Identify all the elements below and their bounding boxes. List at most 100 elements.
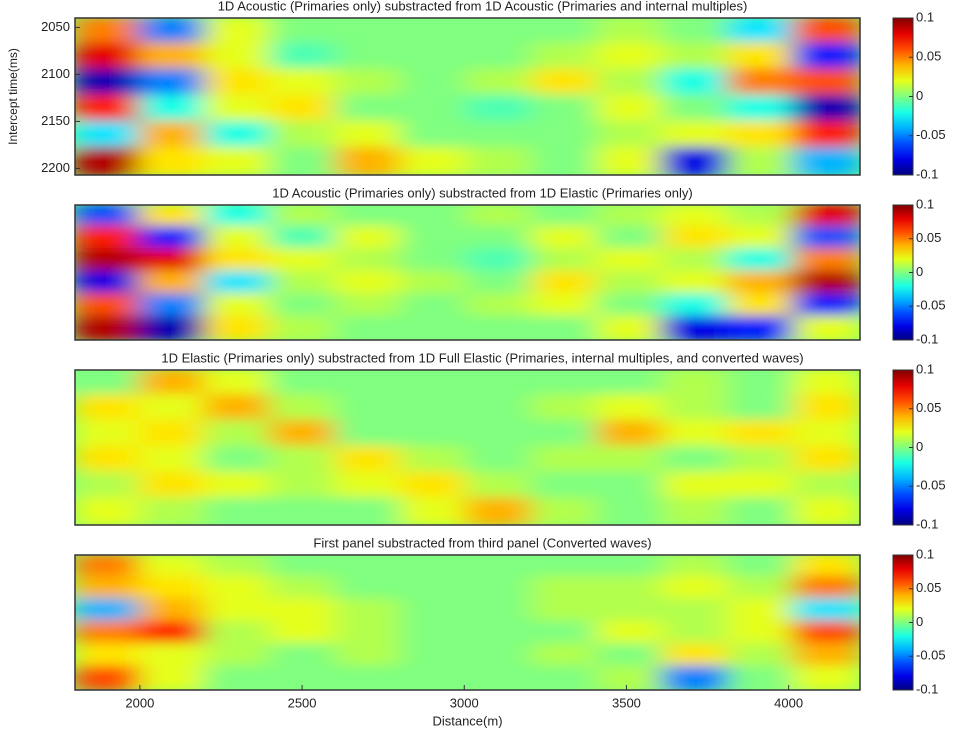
heatmap-cell xyxy=(727,315,797,340)
heatmap-cell xyxy=(269,248,339,275)
heatmap-cell xyxy=(203,370,274,398)
heatmap-cell xyxy=(334,643,405,670)
heatmap-cell xyxy=(400,393,470,424)
heatmap-cell xyxy=(138,370,208,398)
colorbar-tick-label: -0.05 xyxy=(916,127,946,142)
y-tick-label: 2200 xyxy=(41,160,70,175)
heatmap-cell xyxy=(727,393,797,424)
heatmap-cell xyxy=(203,497,274,525)
heatmap-cell xyxy=(792,94,860,125)
colorbar-tick-label: -0.05 xyxy=(916,648,946,663)
heatmap-cell xyxy=(596,445,666,476)
heatmap-cell xyxy=(75,146,143,175)
heatmap-cell xyxy=(530,665,601,690)
x-axis-label: Distance(m) xyxy=(432,713,502,728)
heatmap-cell xyxy=(269,225,339,252)
heatmap-cell xyxy=(596,643,666,670)
heatmap-cell xyxy=(75,293,143,320)
plot-frame xyxy=(74,204,861,341)
heatmap-cell xyxy=(400,248,470,275)
colorbar-tick-label: -0.1 xyxy=(916,681,938,696)
heatmap-cell xyxy=(75,270,143,297)
heatmap-cell xyxy=(792,419,860,450)
heatmap-cell xyxy=(792,393,860,424)
heatmap-cell xyxy=(596,18,666,47)
heatmap-cell xyxy=(203,620,274,647)
heatmap-cell xyxy=(727,68,797,99)
plot-frame xyxy=(74,369,861,526)
heatmap-cell xyxy=(792,270,860,297)
heatmap-cell xyxy=(334,393,405,424)
heatmap-cell xyxy=(138,598,208,625)
heatmap-cell xyxy=(661,205,732,230)
heatmap-cell xyxy=(203,146,274,175)
heatmap-cell xyxy=(661,471,732,502)
heatmap-cell xyxy=(596,370,666,398)
heatmap-cell xyxy=(727,445,797,476)
heatmap-cell xyxy=(334,270,405,297)
heatmap-cell xyxy=(269,575,339,602)
heatmap-cell xyxy=(530,393,601,424)
heatmap-cell xyxy=(400,620,470,647)
heatmap-cell xyxy=(596,419,666,450)
heatmap-cell xyxy=(269,620,339,647)
heatmap-cell xyxy=(138,94,208,125)
heatmap-cell xyxy=(792,555,860,580)
heatmap-cell xyxy=(269,370,339,398)
heatmap-cell xyxy=(661,575,732,602)
heatmap xyxy=(75,18,860,175)
heatmap-cell xyxy=(334,575,405,602)
heatmap-cell xyxy=(203,270,274,297)
heatmap-cell xyxy=(530,555,601,580)
heatmap-cell xyxy=(727,205,797,230)
heatmap-cell xyxy=(530,68,601,99)
heatmap-cell xyxy=(661,497,732,525)
heatmap-cell xyxy=(334,445,405,476)
heatmap-cell xyxy=(334,497,405,525)
heatmap-cell xyxy=(465,18,535,47)
heatmap-cell xyxy=(465,42,535,73)
heatmap-cell xyxy=(530,18,601,47)
heatmap-cell xyxy=(203,225,274,252)
heatmap-cell xyxy=(400,665,470,690)
heatmap-cell xyxy=(400,643,470,670)
heatmap-cell xyxy=(203,293,274,320)
heatmap-cell xyxy=(334,18,405,47)
heatmap-cell xyxy=(661,393,732,424)
x-tick-label: 3500 xyxy=(612,695,641,710)
y-axis-label: Intercept time(ms) xyxy=(6,48,20,145)
heatmap-cell xyxy=(661,68,732,99)
heatmap-cell xyxy=(792,146,860,175)
heatmap-cell xyxy=(75,315,143,340)
heatmap-cell xyxy=(596,575,666,602)
heatmap-cell xyxy=(138,497,208,525)
heatmap-cell xyxy=(334,620,405,647)
heatmap-cell xyxy=(727,42,797,73)
heatmap-cell xyxy=(530,94,601,125)
heatmap-cells xyxy=(75,18,860,175)
heatmap-cell xyxy=(334,293,405,320)
heatmap-cell xyxy=(269,643,339,670)
heatmap-cell xyxy=(530,575,601,602)
heatmap-cell xyxy=(596,120,666,151)
heatmap-cell xyxy=(269,598,339,625)
heatmap-cell xyxy=(465,445,535,476)
heatmap-cell xyxy=(661,225,732,252)
heatmap-cell xyxy=(596,665,666,690)
heatmap-cell xyxy=(400,419,470,450)
colorbar-tick-label: -0.05 xyxy=(916,478,946,493)
heatmap-cell xyxy=(269,419,339,450)
colorbar-tick-label: -0.05 xyxy=(916,298,946,313)
heatmap-cell xyxy=(75,575,143,602)
heatmap-cell xyxy=(661,293,732,320)
colorbar-tick-label: 0 xyxy=(916,264,923,279)
heatmap-cell xyxy=(138,643,208,670)
heatmap-cell xyxy=(334,94,405,125)
heatmap-cell xyxy=(203,248,274,275)
heatmap-cell xyxy=(596,293,666,320)
heatmap-cell xyxy=(269,315,339,340)
heatmap-cell xyxy=(465,620,535,647)
heatmap-cell xyxy=(727,248,797,275)
colorbar-tick-label: 0.05 xyxy=(916,230,941,245)
heatmap-cell xyxy=(400,42,470,73)
